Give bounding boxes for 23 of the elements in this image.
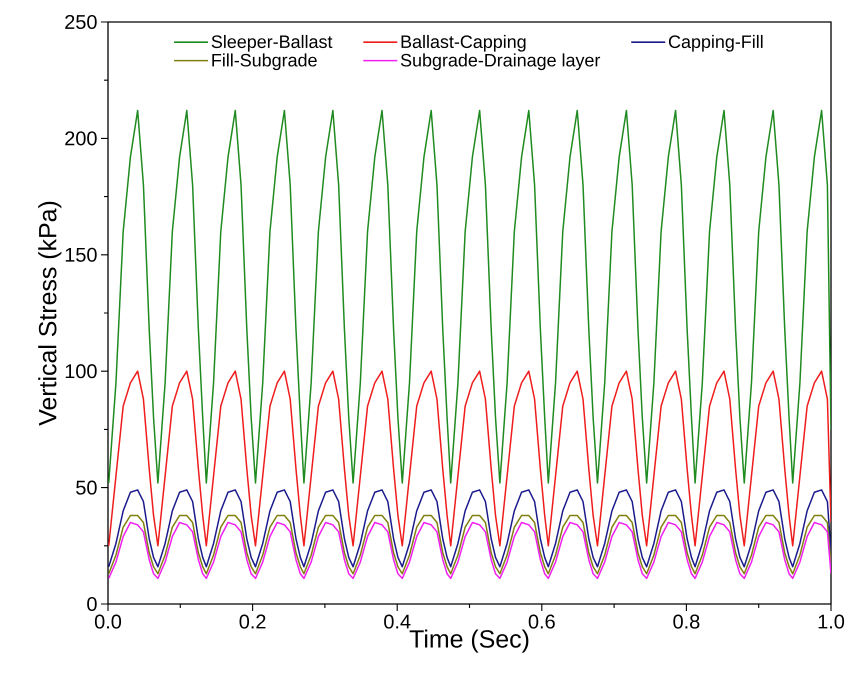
legend-label: Sleeper-Ballast <box>212 34 332 52</box>
x-tick-label: 1.0 <box>818 614 844 629</box>
x-tick-label: 0.0 <box>94 614 122 629</box>
legend-label: Capping-Fill <box>668 34 763 52</box>
line-series <box>108 522 832 580</box>
line-series <box>108 514 832 574</box>
y-axis-title: Vertical Stress (kPa) <box>38 202 62 426</box>
line-series <box>108 489 832 568</box>
y-tick-label: 100 <box>66 364 97 378</box>
legend-label: Fill-Subgrade <box>212 53 317 70</box>
x-tick-label: 0.4 <box>384 614 410 629</box>
x-tick-label: 0.8 <box>673 614 700 629</box>
y-tick-label: 250 <box>65 14 97 30</box>
line-series <box>108 110 832 484</box>
y-tick-label: 50 <box>76 480 97 495</box>
y-tick-label: 200 <box>65 131 97 146</box>
legend-label: Subgrade-Drainage layer <box>400 53 600 70</box>
y-tick-label: 150 <box>66 248 97 262</box>
x-tick-label: 0.6 <box>528 614 555 629</box>
x-axis-title: Time (Sec) <box>410 629 528 653</box>
legend-label: Ballast-Capping <box>402 34 526 52</box>
y-tick-label: 0 <box>87 596 97 612</box>
x-tick-label: 0.2 <box>240 614 266 629</box>
